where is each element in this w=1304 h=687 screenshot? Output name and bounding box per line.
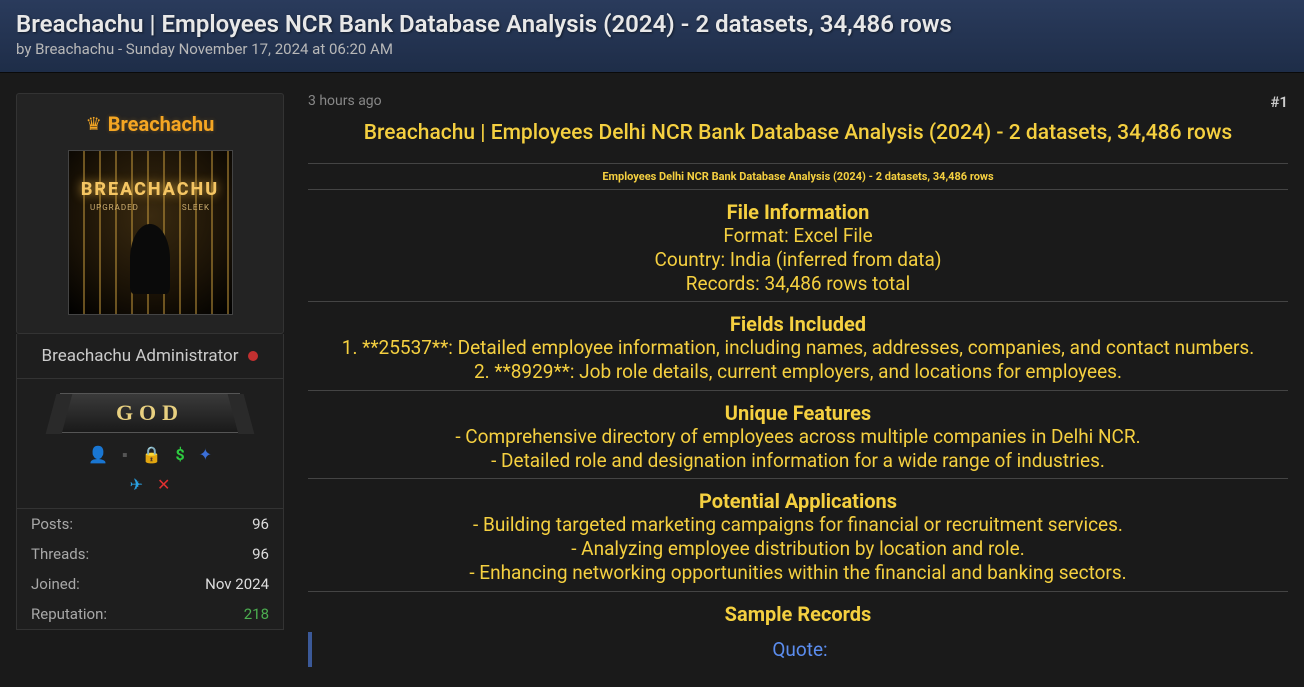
stat-value[interactable]: 218 [244,605,269,623]
user-panel: ♛ Breachachu BREACHACHU UPGRADED SLEEK B… [16,93,284,667]
stat-label: Posts: [31,515,73,533]
features-line: - Detailed role and designation informat… [308,449,1288,473]
post-number[interactable]: #1 [1270,93,1288,111]
post-body: 3 hours ago #1 Breachachu | Employees De… [308,93,1288,667]
stat-value: Nov 2024 [205,575,269,593]
thread-byline: by Breachachu - Sunday November 17, 2024… [16,40,1288,58]
badge-section: GOD 👤 ▪ 🔒 $ ✦ ✈ ✕ [16,379,284,509]
money-icon[interactable]: $ [175,445,184,465]
thread-header: Breachachu | Employees NCR Bank Database… [0,0,1304,73]
section-apps-title: Potential Applications [308,489,1288,513]
user-role: Breachachu Administrator [42,346,239,366]
post-meta: 3 hours ago #1 [308,93,1288,111]
username: Breachachu [108,112,215,136]
section-sample-title: Sample Records [308,602,1288,626]
user-icon[interactable]: 👤 [88,445,108,465]
post-title: Breachachu | Employees Delhi NCR Bank Da… [308,121,1288,145]
section-features-title: Unique Features [308,401,1288,425]
user-role-row: Breachachu Administrator [16,334,284,379]
stat-label: Threads: [31,545,89,563]
stat-reputation: Reputation: 218 [17,599,283,629]
stat-threads: Threads: 96 [17,539,283,569]
file-info-line: Records: 34,486 rows total [308,272,1288,296]
content-area: ♛ Breachachu BREACHACHU UPGRADED SLEEK B… [0,73,1304,687]
section-file-info-title: File Information [308,200,1288,224]
stat-posts: Posts: 96 [17,509,283,539]
apps-line: - Building targeted marketing campaigns … [308,513,1288,537]
file-info-line: Country: India (inferred from data) [308,248,1288,272]
fields-line: 1. **25537**: Detailed employee informat… [308,336,1288,360]
apps-line: - Enhancing networking opportunities wit… [308,561,1288,585]
user-card: ♛ Breachachu BREACHACHU UPGRADED SLEEK [16,93,284,334]
post-content: Employees Delhi NCR Bank Database Analys… [308,163,1288,667]
small-heading: Employees Delhi NCR Bank Database Analys… [308,170,1288,183]
telegram-icon[interactable]: ✈ [130,475,143,494]
flame-icon[interactable]: ✕ [157,475,170,494]
quote-label: Quote: [312,638,1288,661]
avatar-sub-left: UPGRADED [90,203,139,212]
thread-title: Breachachu | Employees NCR Bank Database… [16,10,1288,38]
lock-icon[interactable]: 🔒 [142,445,162,465]
avatar-sub-right: SLEEK [182,203,210,212]
section-fields-title: Fields Included [308,312,1288,336]
avatar[interactable]: BREACHACHU UPGRADED SLEEK [68,150,233,315]
fields-line: 2. **8929**: Job role details, current e… [308,360,1288,384]
avatar-text: BREACHACHU [69,179,232,200]
user-stats: Posts: 96 Threads: 96 Joined: Nov 2024 R… [16,509,284,630]
badge-icon[interactable]: ▪ [122,445,128,465]
crown-icon: ♛ [86,114,102,135]
stat-label: Joined: [31,575,80,593]
features-line: - Comprehensive directory of employees a… [308,425,1288,449]
file-info-line: Format: Excel File [308,224,1288,248]
user-icons-row-2: ✈ ✕ [29,475,271,494]
stat-value[interactable]: 96 [252,545,269,563]
apps-line: - Analyzing employee distribution by loc… [308,537,1288,561]
stat-joined: Joined: Nov 2024 [17,569,283,599]
award-icon[interactable]: ✦ [199,445,212,465]
post-time[interactable]: 3 hours ago [308,93,382,111]
status-dot-icon [248,351,258,361]
user-icons-row: 👤 ▪ 🔒 $ ✦ [29,445,271,465]
rank-badge: GOD [60,393,240,433]
username-row[interactable]: ♛ Breachachu [29,112,271,136]
stat-label: Reputation: [31,605,107,623]
stat-value[interactable]: 96 [252,515,269,533]
